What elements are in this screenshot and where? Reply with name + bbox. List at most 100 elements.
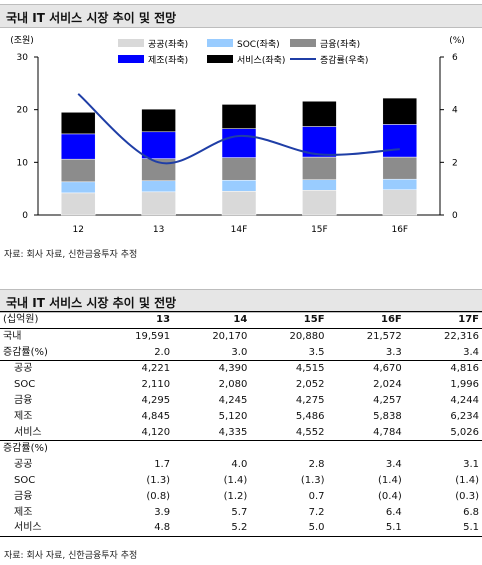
right-tick-label: 6 <box>452 53 458 63</box>
bar-segment <box>221 128 257 158</box>
table-cell: 5,026 <box>450 426 479 438</box>
right-tick-label: 2 <box>452 158 458 168</box>
row-label: 증감률(%) <box>3 346 48 358</box>
table-cell: 4,120 <box>141 426 171 438</box>
table-row: 공공 4,221 4,390 4,515 4,670 4,816 <box>0 360 482 377</box>
bar-segment <box>302 189 337 216</box>
table-row: 서비스 4.8 5.2 5.0 5.1 5.1 <box>0 520 482 537</box>
right-tick-label: 0 <box>452 211 458 221</box>
table-cell: 20,170 <box>212 330 248 342</box>
bar-segment <box>60 133 96 160</box>
table-cell: 4,816 <box>450 363 479 375</box>
row-label: 서비스 <box>14 522 42 534</box>
table-cell: 4.0 <box>231 459 248 471</box>
row-label: SOC <box>14 379 36 391</box>
table-cell: 4,257 <box>373 394 402 406</box>
table-row: 금융 4,295 4,245 4,275 4,257 4,244 <box>0 393 482 409</box>
col-header: 15F <box>303 314 325 325</box>
table-cell: 19,591 <box>135 330 171 342</box>
left-tick-label: 30 <box>17 53 29 63</box>
table-cell: 4.8 <box>154 522 171 534</box>
table-cell: 5,486 <box>295 410 325 422</box>
table-cell: 3.3 <box>385 346 402 358</box>
table-cell: 22,316 <box>444 330 479 342</box>
table-cell: 2,110 <box>141 379 171 391</box>
bar-segment <box>302 179 337 191</box>
bar-segment <box>60 112 96 135</box>
table-cell: 2.8 <box>308 459 325 471</box>
table-cell: 4,221 <box>141 363 171 375</box>
table-cell: 4,245 <box>218 394 248 406</box>
table-row: 증감률(%) <box>0 440 482 457</box>
chart-source: 자료: 회사 자료, 신한금융투자 추정 <box>4 250 138 260</box>
legend-label: 금융(좌축) <box>320 39 360 50</box>
table-cell: 5.0 <box>308 522 325 534</box>
bar-segment <box>141 180 176 193</box>
unit-label: (십억원) <box>3 314 39 325</box>
table-cell <box>250 441 327 457</box>
table-cell <box>328 441 405 457</box>
legend-label: 제조(좌축) <box>148 55 188 66</box>
row-label: 제조 <box>14 410 33 422</box>
bar-segment <box>221 179 257 192</box>
table-cell: 4,515 <box>295 363 325 375</box>
row-label: 증감률(%) <box>3 443 48 455</box>
bar-segment <box>302 100 337 127</box>
table-cell <box>405 441 482 457</box>
table-cell: 5,838 <box>373 410 402 422</box>
table-cell: 4,552 <box>295 426 325 438</box>
table-cell: 2,080 <box>218 379 248 391</box>
col-header: 13 <box>156 314 171 325</box>
x-tick-label: 16F <box>391 225 408 235</box>
bar-segment <box>302 156 337 180</box>
stacked-bar-line-chart: 0 10 20 30 0 2 4 6 (조원) (%) 12 13 14F 15F 16F 공공(좌축) SOC… <box>10 35 465 235</box>
table-cell: (1.4) <box>378 474 402 486</box>
x-tick-label: 13 <box>153 225 164 235</box>
table-cell: 3.4 <box>463 346 479 358</box>
x-tick-label: 14F <box>231 225 248 235</box>
bar-segment <box>60 158 96 183</box>
table-cell: 4,295 <box>141 394 171 406</box>
bar-segment <box>221 191 257 216</box>
left-tick-label: 20 <box>17 106 29 116</box>
table-cell: 3.0 <box>231 346 248 358</box>
growth-rate-line <box>77 93 400 165</box>
table-cell: 2,024 <box>373 379 402 391</box>
table-row: SOC (1.3) (1.4) (1.3) (1.4) (1.4) <box>0 473 482 489</box>
row-label: 공공 <box>14 459 33 471</box>
bar-segment <box>221 157 257 181</box>
table-cell: 1,996 <box>450 379 479 391</box>
table-cell: (1.4) <box>455 474 479 486</box>
table-row: 서비스 4,120 4,335 4,552 4,784 5,026 <box>0 425 482 441</box>
table-row: 제조 4,845 5,120 5,486 5,838 6,234 <box>0 409 482 425</box>
bar-segment <box>141 191 176 216</box>
legend-label: SOC(좌축) <box>237 39 280 50</box>
table-row: SOC 2,110 2,080 2,052 2,024 1,996 <box>0 377 482 393</box>
table-cell: 5,120 <box>218 410 248 422</box>
row-label: 서비스 <box>14 426 42 438</box>
table-cell: (1.4) <box>223 474 248 486</box>
table-cell: 1.7 <box>154 459 171 471</box>
table-cell: 4,845 <box>141 410 171 422</box>
table-cell: 2.0 <box>154 346 171 358</box>
bar-segment <box>60 192 96 216</box>
left-tick-label: 0 <box>22 211 28 221</box>
table-cell: 6.8 <box>463 506 479 518</box>
table-cell: 3.5 <box>308 346 325 358</box>
table-cell: 6.4 <box>385 506 402 518</box>
left-axis-unit: (조원) <box>10 35 34 46</box>
table-cell: 4,275 <box>295 394 325 406</box>
table-cell: 3.4 <box>385 459 402 471</box>
table-cell: 4,244 <box>450 394 479 406</box>
col-header: 16F <box>381 314 402 325</box>
market-table: (십억원) 13 14 15F 16F 17F 국내 19,591 20,170 20… <box>0 311 482 537</box>
table-cell: 3.9 <box>154 506 171 518</box>
table-cell: 7.2 <box>308 506 325 518</box>
table-cell: 4,335 <box>218 426 248 438</box>
bar-segment <box>382 178 418 190</box>
table-source: 자료: 회사 자료, 신한금융투자 추정 <box>4 551 138 561</box>
table-row: 국내 19,591 20,170 20,880 21,572 22,316 <box>0 328 482 344</box>
row-label: 금융 <box>14 490 33 502</box>
legend-swatch <box>207 55 233 63</box>
table-title-band: 국내 IT 서비스 시장 추이 및 전망 <box>0 289 482 313</box>
